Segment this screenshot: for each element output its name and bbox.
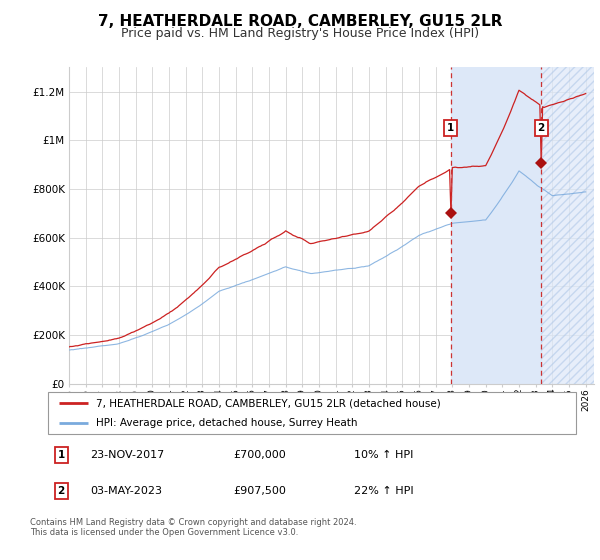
Bar <box>451 67 541 384</box>
Text: 22% ↑ HPI: 22% ↑ HPI <box>354 487 414 496</box>
Text: 7, HEATHERDALE ROAD, CAMBERLEY, GU15 2LR: 7, HEATHERDALE ROAD, CAMBERLEY, GU15 2LR <box>98 14 502 29</box>
Text: 2: 2 <box>538 123 545 133</box>
Text: 23-NOV-2017: 23-NOV-2017 <box>90 450 164 460</box>
Text: £907,500: £907,500 <box>233 487 286 496</box>
Text: 03-MAY-2023: 03-MAY-2023 <box>90 487 162 496</box>
Text: 7, HEATHERDALE ROAD, CAMBERLEY, GU15 2LR (detached house): 7, HEATHERDALE ROAD, CAMBERLEY, GU15 2LR… <box>95 398 440 408</box>
Text: Price paid vs. HM Land Registry's House Price Index (HPI): Price paid vs. HM Land Registry's House … <box>121 27 479 40</box>
Bar <box>541 67 594 384</box>
Bar <box>541 67 594 384</box>
Text: £700,000: £700,000 <box>233 450 286 460</box>
Text: 1: 1 <box>58 450 65 460</box>
Text: Contains HM Land Registry data © Crown copyright and database right 2024.
This d: Contains HM Land Registry data © Crown c… <box>30 518 356 538</box>
Text: HPI: Average price, detached house, Surrey Heath: HPI: Average price, detached house, Surr… <box>95 418 357 428</box>
Text: 1: 1 <box>447 123 454 133</box>
Text: 10% ↑ HPI: 10% ↑ HPI <box>354 450 413 460</box>
FancyBboxPatch shape <box>48 392 576 434</box>
Text: 2: 2 <box>58 487 65 496</box>
